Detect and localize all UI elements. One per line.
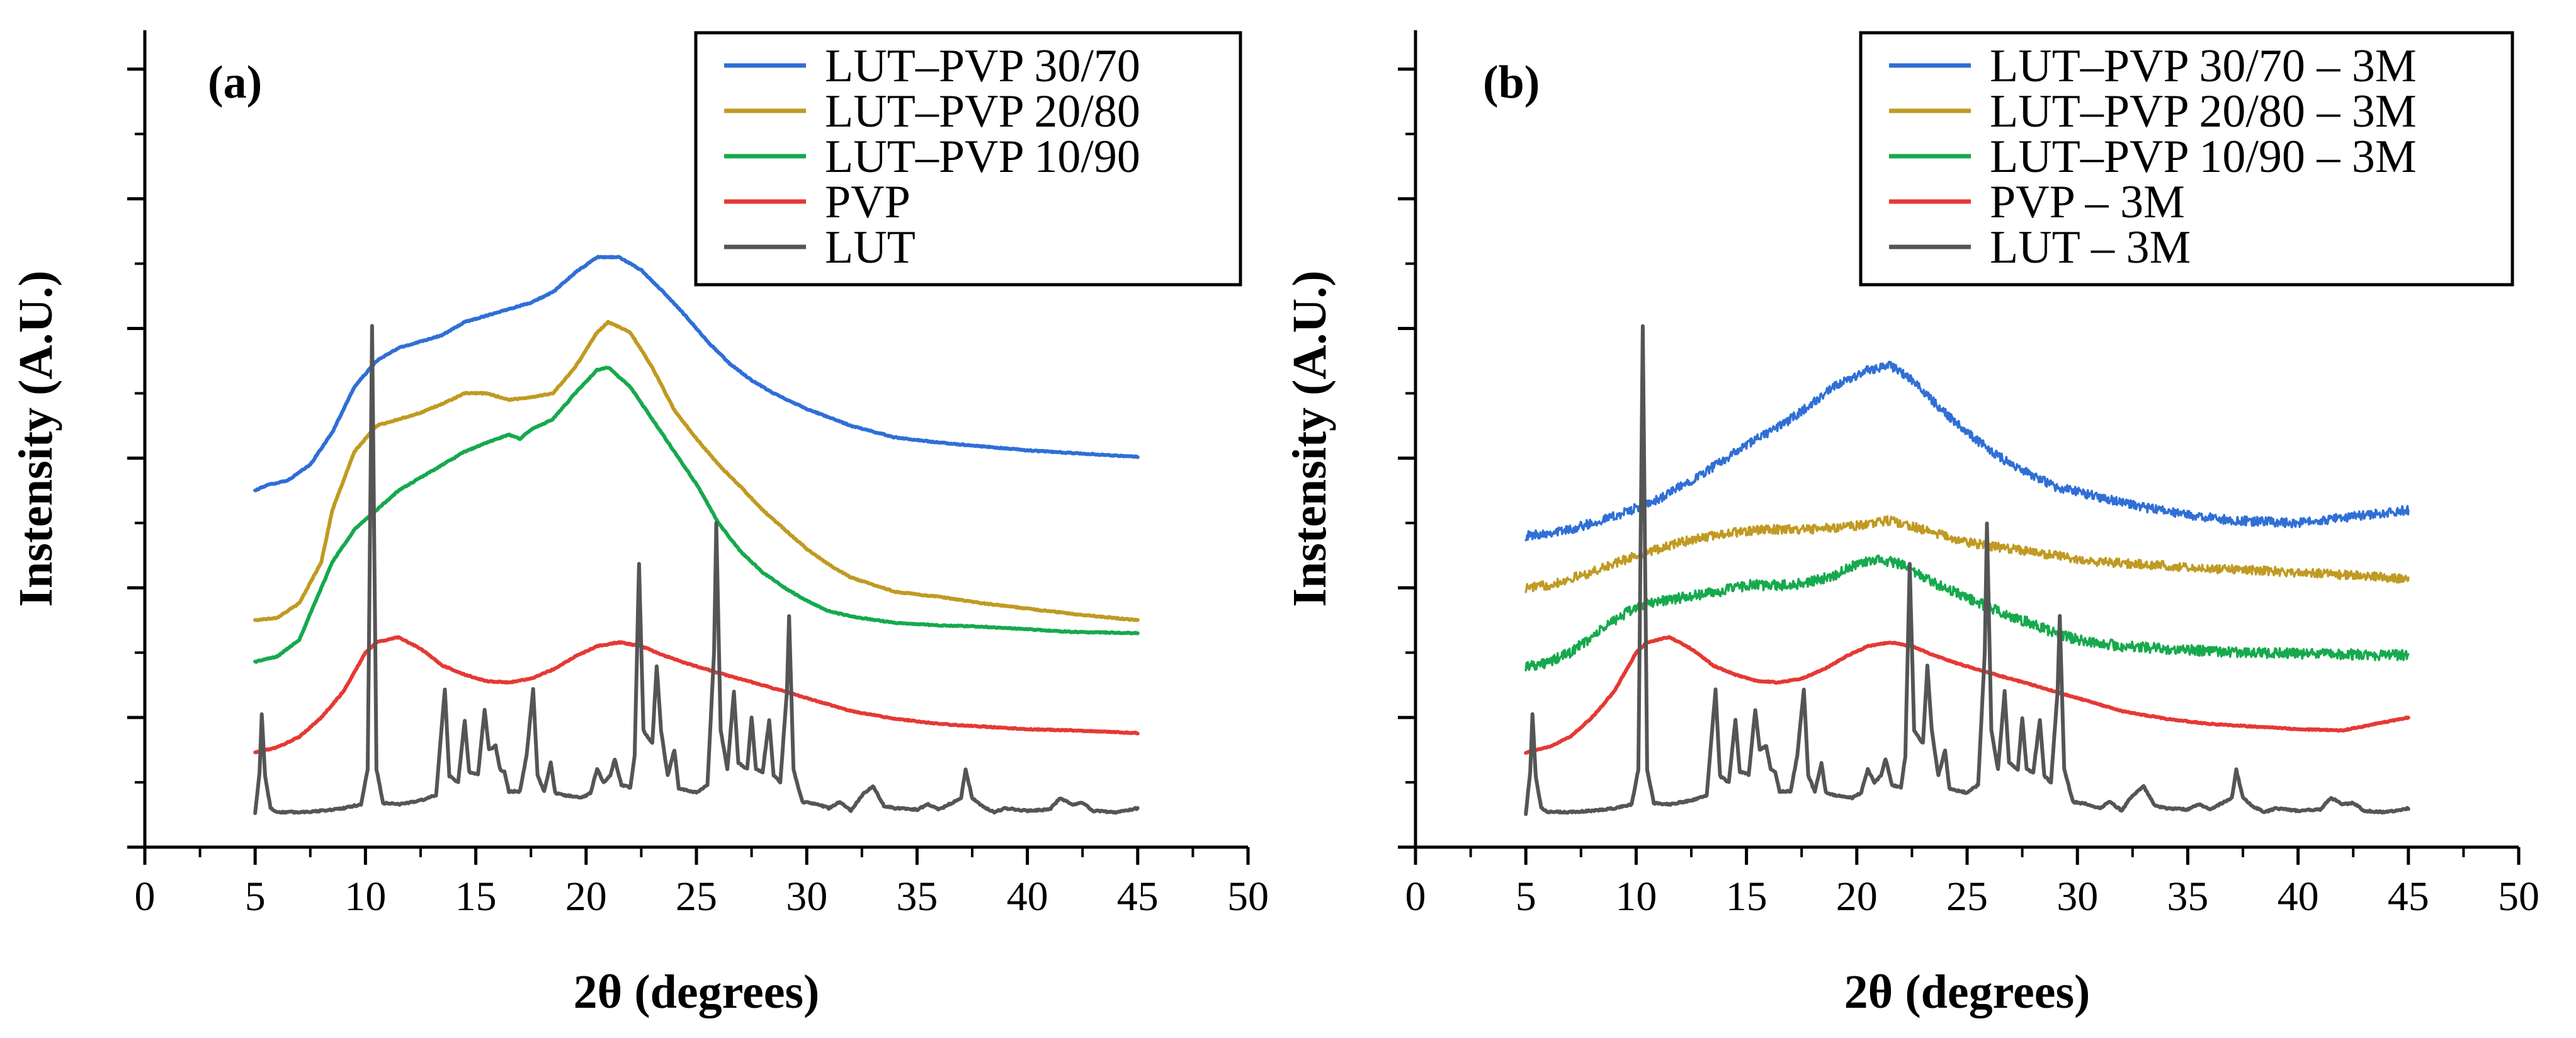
x-tick-label: 10 <box>344 874 386 920</box>
x-tick-label: 5 <box>245 874 266 920</box>
x-tick-label: 0 <box>1405 874 1426 920</box>
x-tick-label: 30 <box>786 874 827 920</box>
legend-entry: LUT–PVP 10/90 <box>825 131 1140 183</box>
x-tick-label: 45 <box>2388 874 2429 920</box>
series-line-5 <box>253 324 1140 815</box>
legend-entry: LUT–PVP 30/70 <box>825 40 1140 92</box>
x-tick-label: 20 <box>1836 874 1878 920</box>
x-tick-label: 35 <box>896 874 938 920</box>
legend-entry: LUT – 3M <box>1990 222 2191 273</box>
x-tick-label: 10 <box>1615 874 1657 920</box>
panel-label: (a) <box>208 57 262 108</box>
x-tick-label: 45 <box>1117 874 1159 920</box>
legend-entry: LUT–PVP 30/70 – 3M <box>1990 40 2417 92</box>
x-tick-label: 20 <box>565 874 607 920</box>
x-tick-label: 30 <box>2057 874 2098 920</box>
x-tick-label: 0 <box>135 874 156 920</box>
y-axis-title: Instensity (A.U.) <box>9 270 62 607</box>
legend-entry: LUT <box>825 222 916 273</box>
series-line-2 <box>1524 515 2410 593</box>
panel-label: (b) <box>1483 57 1540 108</box>
legend-entry: PVP <box>825 176 911 228</box>
legend-box <box>694 31 1242 287</box>
x-tick-label: 40 <box>2278 874 2319 920</box>
x-tick-label: 5 <box>1516 874 1536 920</box>
legend-entry: LUT–PVP 20/80 <box>825 86 1140 137</box>
chart-panel-a: 0 5 10 15 20 25 30 35 40 45 50 2θ (degrees) Instensi… <box>9 30 1269 1018</box>
x-tick-label: 25 <box>676 874 717 920</box>
series-line-4 <box>1524 635 2410 755</box>
x-tick-label: 25 <box>1946 874 1988 920</box>
series-line-3 <box>1524 554 2410 671</box>
x-axis-title: 2θ (degrees) <box>574 966 820 1018</box>
series-line-4 <box>253 635 1140 755</box>
x-tick-label: 15 <box>1726 874 1767 920</box>
x-tick-label: 40 <box>1007 874 1048 920</box>
x-tick-label: 15 <box>455 874 497 920</box>
legend-box <box>1859 31 2514 287</box>
series-line-3 <box>253 365 1140 664</box>
legend-entry: LUT–PVP 20/80 – 3M <box>1990 86 2417 137</box>
chart-panel-b: 0 5 10 15 20 25 30 35 40 45 50 2θ (degrees) Instensi… <box>1283 30 2539 1018</box>
x-tick-label: 50 <box>1227 874 1269 920</box>
y-axis-title: Instensity (A.U.) <box>1283 270 1336 607</box>
series-line-5 <box>1524 324 2410 816</box>
legend-entry: LUT–PVP 10/90 – 3M <box>1990 131 2417 183</box>
x-tick-label: 50 <box>2498 874 2539 920</box>
series-line-2 <box>253 319 1140 622</box>
x-axis-title: 2θ (degrees) <box>1844 966 2091 1018</box>
legend-entry: PVP – 3M <box>1990 176 2185 228</box>
series-line-1 <box>253 254 1140 493</box>
series-line-1 <box>1524 360 2410 542</box>
x-tick-label: 35 <box>2167 874 2208 920</box>
